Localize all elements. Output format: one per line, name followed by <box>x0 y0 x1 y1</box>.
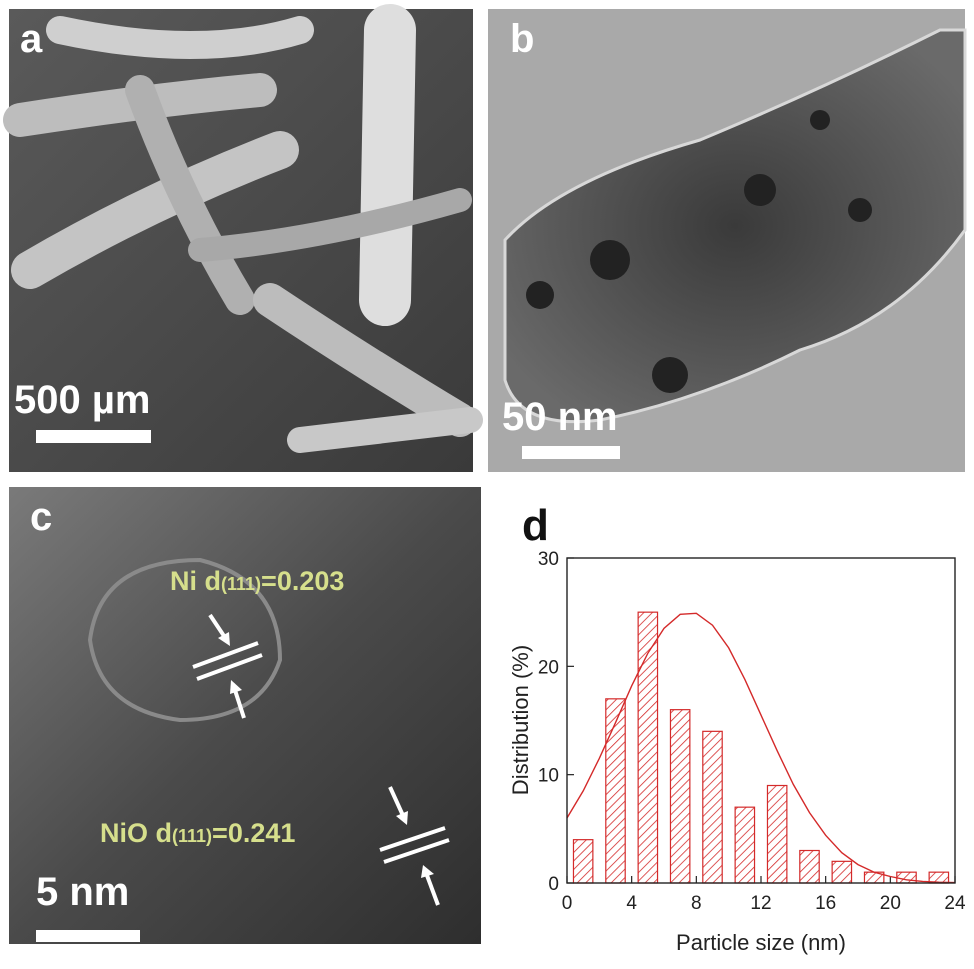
lattice-text: NiO d <box>100 818 172 848</box>
figure: a 500 µm b 50 nm Ni d(111)=0.203 NiO d(1… <box>0 0 974 964</box>
scale-label: 50 nm <box>502 395 618 439</box>
panel-label: b <box>510 17 534 61</box>
panel-b: b 50 nm <box>488 9 965 472</box>
y-tick-label: 20 <box>538 657 559 678</box>
y-tick-label: 0 <box>548 874 559 895</box>
y-tick-label: 30 <box>538 549 559 570</box>
lattice-text: =0.203 <box>261 566 344 596</box>
x-tick-label: 16 <box>815 893 836 914</box>
bar <box>703 731 722 883</box>
scale-label: 500 µm <box>14 378 150 422</box>
bar <box>670 710 689 883</box>
y-axis-label: Distribution (%) <box>508 645 533 795</box>
lattice-text: =0.241 <box>212 818 295 848</box>
panel-label: a <box>20 17 43 61</box>
panel-label: c <box>30 495 52 539</box>
x-tick-label: 12 <box>750 893 771 914</box>
lattice-sub: (111) <box>221 574 261 594</box>
y-tick-label: 10 <box>538 766 559 787</box>
panel-label: d <box>522 501 549 550</box>
bar <box>832 861 851 883</box>
x-tick-label: 0 <box>562 893 573 914</box>
x-tick-label: 24 <box>944 893 966 914</box>
x-tick-label: 20 <box>880 893 901 914</box>
bar <box>735 807 754 883</box>
panel-a: a 500 µm <box>9 9 473 472</box>
panel-c: Ni d(111)=0.203 NiO d(111)=0.241 c 5 nm <box>9 487 481 944</box>
bar <box>767 786 786 884</box>
lattice-sub: (111) <box>172 826 212 846</box>
scale-label: 5 nm <box>36 870 129 914</box>
scale-bar <box>522 446 620 459</box>
panel-d: d Particle size (nm) Distribution (%) 0 1… <box>508 501 966 955</box>
lattice-text: Ni d <box>170 566 221 596</box>
bar <box>606 699 625 883</box>
x-tick-label: 8 <box>691 893 702 914</box>
scale-bar <box>36 430 151 443</box>
x-tick-label: 4 <box>626 893 637 914</box>
scale-bar <box>36 930 140 942</box>
bar <box>897 872 916 883</box>
bar <box>573 840 592 883</box>
x-axis-label: Particle size (nm) <box>676 930 846 955</box>
bar <box>800 851 819 884</box>
